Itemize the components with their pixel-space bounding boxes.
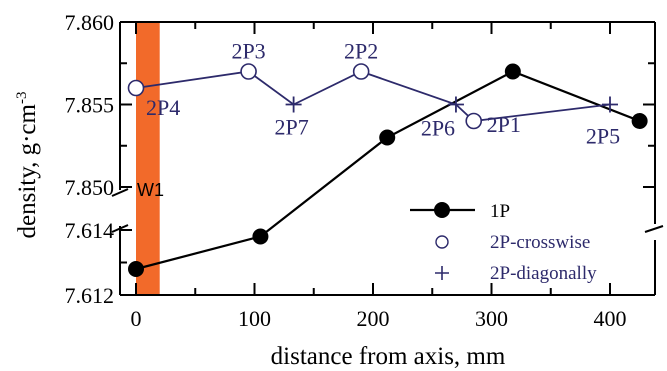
point-label: 2P3: [231, 39, 265, 64]
point-label: 2P2: [344, 39, 378, 64]
point-2p-diagonally: [285, 96, 302, 113]
point-label: 2P1: [487, 112, 521, 137]
point-2p-crosswise: [240, 63, 257, 80]
y-axis-title: density, g·cm-3: [14, 92, 41, 239]
x-tick-label: 400: [594, 306, 627, 331]
x-axis-title: distance from axis, mm: [271, 343, 506, 370]
series-2p-line: [135, 70, 611, 122]
legend-marker-1p: [434, 202, 450, 218]
legend-marker-2p-crosswise: [435, 235, 449, 249]
legend-label-1p: 1P: [490, 201, 510, 222]
point-2p-crosswise: [352, 63, 370, 80]
y-tick-label: 7.614: [65, 218, 115, 243]
y-tick-label: 7.612: [65, 283, 115, 308]
x-tick-label: 100: [238, 306, 271, 331]
y-tick-label: 7.855: [65, 93, 115, 118]
point-2p-diagonally: [447, 96, 464, 113]
x-tick-label: 300: [475, 306, 508, 331]
y-axis-break-mark: [111, 224, 129, 233]
y-tick-label: 7.850: [65, 175, 115, 200]
right-axis-break-mark: [644, 225, 664, 233]
y-axis-break-mark: [111, 188, 129, 197]
x-tick-label: 0: [131, 306, 142, 331]
legend-label-2p-diagonally: 2P-diagonally: [490, 263, 597, 284]
point-label: 2P5: [586, 124, 620, 149]
point-2p-diagonally: [602, 96, 618, 113]
point-1p: [128, 261, 144, 277]
point-1p: [379, 129, 396, 146]
point-2p-crosswise: [127, 79, 145, 97]
legend-marker-2p-diagonally: [435, 266, 449, 280]
point-1p: [252, 228, 269, 245]
point-label: 2P7: [274, 115, 308, 140]
point-label: 2P6: [421, 116, 455, 141]
point-1p: [631, 113, 648, 129]
legend: 1P 2P-crosswise 2P-diagonally: [410, 201, 597, 284]
x-tick-label: 200: [357, 306, 390, 331]
point-2p-crosswise: [465, 112, 483, 130]
y-tick-label: 7.860: [65, 10, 115, 35]
point-label: 2P4: [146, 95, 180, 120]
band-w1: [136, 22, 160, 295]
band-w1-label: W1: [137, 180, 164, 200]
point-1p: [504, 63, 521, 80]
legend-label-2p-crosswise: 2P-crosswise: [490, 232, 590, 253]
